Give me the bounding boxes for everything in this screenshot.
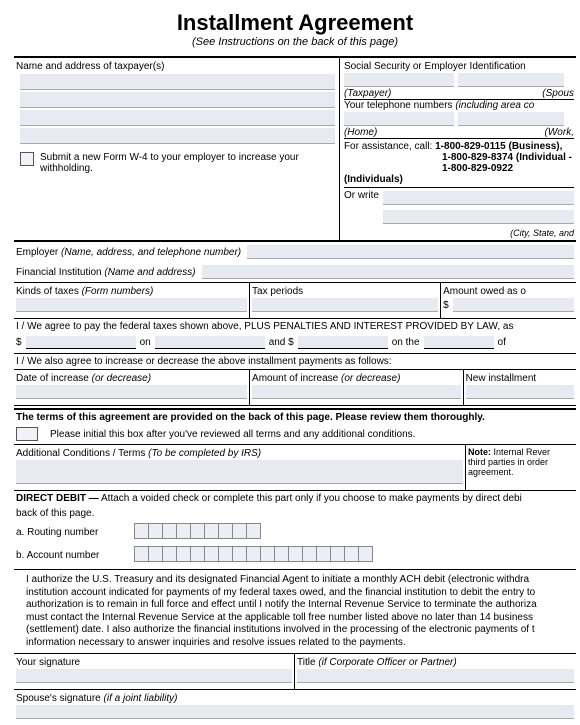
amount-owed-input[interactable]	[453, 298, 574, 312]
initial-box[interactable]	[16, 427, 38, 441]
and-dollar: and $	[269, 337, 294, 348]
taxpayer-paren: (Taxpayer)	[344, 88, 391, 99]
your-signature-label: Your signature	[16, 657, 80, 668]
phone-label: Your telephone numbers (including area c…	[344, 100, 574, 111]
spouse-signature-input[interactable]	[16, 705, 574, 719]
terms-bold-line: The terms of this agreement are provided…	[14, 410, 576, 425]
routing-boxes[interactable]	[134, 523, 260, 542]
agree-amount-1[interactable]	[26, 336, 136, 349]
amount-owed-label: Amount owed as o	[443, 286, 526, 297]
amount-change-input[interactable]	[252, 385, 461, 399]
on-2: on the	[392, 337, 420, 348]
work-paren: (Work,	[545, 127, 574, 138]
agree-date-2[interactable]	[424, 336, 494, 349]
periods-label: Tax periods	[252, 286, 303, 297]
kinds-label: Kinds of taxes (Form numbers)	[16, 286, 153, 297]
phone-home-input[interactable]	[344, 112, 454, 126]
spouse-signature-label: Spouse's signature (if a joint liability…	[16, 693, 177, 704]
or-write-input-2[interactable]	[383, 210, 574, 224]
w4-checkbox[interactable]	[20, 152, 34, 166]
authorize-paragraph: I authorize the U.S. Treasury and its de…	[14, 570, 576, 653]
direct-debit-line: DIRECT DEBIT — Attach a voided check or …	[14, 491, 576, 506]
city-state-paren: (City, State, and	[383, 228, 574, 238]
page-subtitle: (See Instructions on the back of this pa…	[14, 36, 576, 48]
taxpayer-line-2[interactable]	[20, 92, 335, 108]
dollar-sign-1: $	[443, 300, 449, 311]
title-label: Title (if Corporate Officer or Partner)	[297, 657, 457, 668]
additional-input[interactable]	[16, 460, 463, 484]
or-write-input-1[interactable]	[383, 191, 574, 205]
your-signature-input[interactable]	[16, 669, 292, 683]
phone-work-input[interactable]	[458, 112, 564, 126]
taxpayer-line-1[interactable]	[20, 74, 335, 90]
date-change-input[interactable]	[16, 385, 247, 399]
agree-date-1[interactable]	[155, 336, 265, 349]
or-write-label: Or write	[344, 190, 379, 201]
page-title: Installment Agreement	[14, 10, 576, 36]
taxpayer-name-label: Name and address of taxpayer(s)	[16, 61, 339, 72]
ssn-taxpayer-input[interactable]	[344, 73, 454, 87]
agree-amount-2[interactable]	[298, 336, 388, 349]
spouse-paren: (Spous	[542, 88, 574, 99]
note-block: Note: Internal Rever third parties in or…	[466, 445, 576, 490]
new-installment-input[interactable]	[466, 385, 574, 399]
direct-debit-back: back of this page.	[14, 506, 576, 521]
agree-text-2: I / We also agree to increase or decreas…	[14, 354, 576, 369]
taxpayer-line-4[interactable]	[20, 128, 335, 144]
financial-input[interactable]	[202, 265, 574, 279]
additional-label: Additional Conditions / Terms (To be com…	[16, 448, 261, 459]
account-label: b. Account number	[16, 550, 126, 561]
routing-label: a. Routing number	[16, 527, 126, 538]
financial-label: Financial Institution (Name and address)	[16, 267, 196, 278]
taxpayer-line-3[interactable]	[20, 110, 335, 126]
ssn-label: Social Security or Employer Identificati…	[344, 61, 574, 72]
amount-change-label: Amount of increase (or decrease)	[252, 373, 400, 384]
on-1: on	[140, 337, 151, 348]
ssn-spouse-input[interactable]	[458, 73, 564, 87]
dollar-sign-2: $	[16, 337, 22, 348]
account-boxes[interactable]	[134, 546, 372, 565]
w4-text: Submit a new Form W-4 to your employer t…	[40, 152, 335, 174]
initial-text: Please initial this box after you've rev…	[50, 429, 415, 440]
employer-input[interactable]	[247, 245, 574, 259]
assistance-block: For assistance, call: 1-800-829-0115 (Bu…	[344, 139, 574, 185]
title-input[interactable]	[297, 669, 574, 683]
periods-input[interactable]	[252, 298, 438, 312]
new-installment-label: New installment	[466, 373, 537, 384]
of: of	[498, 337, 506, 348]
home-paren: (Home)	[344, 127, 377, 138]
employer-label: Employer (Name, address, and telephone n…	[16, 247, 241, 258]
agree-text-1: I / We agree to pay the federal taxes sh…	[14, 319, 576, 334]
kinds-input[interactable]	[16, 298, 247, 312]
date-change-label: Date of increase (or decrease)	[16, 373, 151, 384]
